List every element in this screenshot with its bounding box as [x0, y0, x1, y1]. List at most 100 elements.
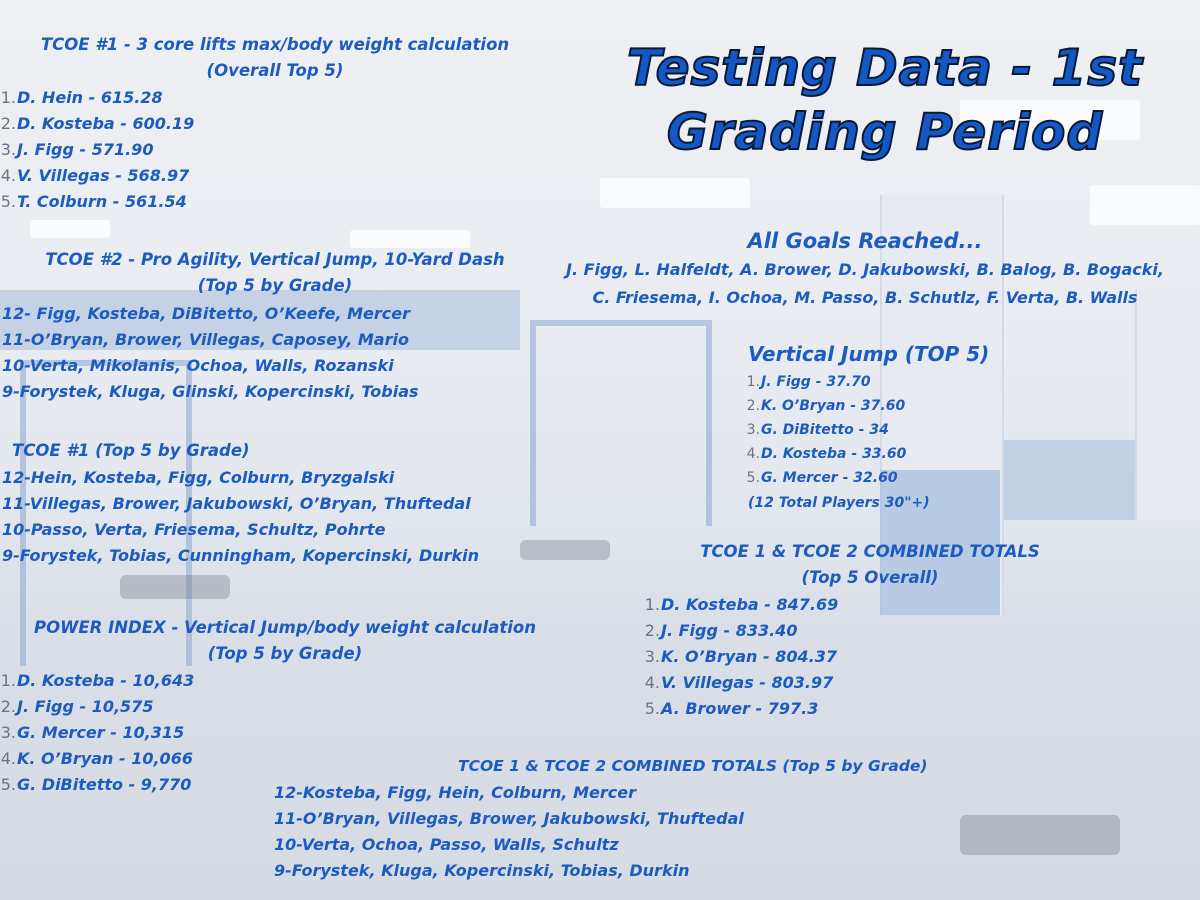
grade-row: 12-Kosteba, Figg, Hein, Colburn, Mercer [274, 783, 636, 802]
list-item: 2.J. Figg - 10,575 [0, 694, 194, 720]
list-item: 3.K. O’Bryan - 804.37 [630, 644, 838, 670]
vertical-jump-list: 1.J. Figg - 37.70 2.K. O’Bryan - 37.60 3… [744, 370, 907, 490]
rank-number: 2. [0, 697, 16, 716]
pillar-base [880, 470, 1000, 615]
section-heading: Vertical Jump (TOP 5) [748, 342, 990, 366]
rank-number: 3. [644, 647, 660, 666]
ceiling-light [1090, 185, 1200, 225]
power-index-heading: POWER INDEX - Vertical Jump/body weight … [0, 615, 570, 667]
bench [120, 575, 230, 599]
list-item-text: J. Figg - 37.70 [761, 374, 871, 390]
goals-line: J. Figg, L. Halfeldt, A. Brower, D. Jaku… [566, 260, 1164, 279]
grade-row: 11-Villegas, Brower, Jakubowski, O’Bryan… [2, 494, 471, 513]
section-heading: TCOE 1 & TCOE 2 COMBINED TOTALS (Top 5 b… [458, 757, 928, 775]
tcoe1-overall-list: 1.D. Hein - 615.28 2.D. Kosteba - 600.19… [0, 85, 195, 215]
vertical-jump-note: (12 Total Players 30"+) [748, 492, 930, 514]
rank-number: 3. [0, 140, 16, 159]
goals-section: All Goals Reached... J. Figg, L. Halfeld… [540, 226, 1190, 312]
section-heading: TCOE 1 & TCOE 2 COMBINED TOTALS [700, 542, 1040, 561]
list-item-text: J. Figg - 10,575 [17, 697, 154, 716]
rank-number: 4. [746, 446, 760, 462]
rank-number: 1. [746, 374, 760, 390]
list-item-text: V. Villegas - 803.97 [661, 673, 834, 692]
wall-stripe [0, 290, 520, 350]
rank-number: 2. [746, 398, 760, 414]
vertical-jump-heading: Vertical Jump (TOP 5) [748, 339, 989, 369]
grade-row: 9-Forystek, Kluga, Kopercinski, Tobias, … [274, 861, 690, 880]
ceiling-light [960, 100, 1140, 140]
list-item-text: V. Villegas - 568.97 [17, 166, 190, 185]
title-line-1: Testing Data - 1st [626, 38, 1144, 98]
weight-rack [20, 360, 192, 666]
list-item: 5.A. Brower - 797.3 [630, 696, 838, 722]
rank-number: 5. [644, 699, 660, 718]
list-item: 5.G. DiBitetto - 9,770 [0, 772, 194, 798]
rank-number: 4. [644, 673, 660, 692]
rank-number: 5. [746, 470, 760, 486]
section-subheading: (Top 5 by Grade) [207, 644, 363, 663]
combined-grade-heading: TCOE 1 & TCOE 2 COMBINED TOTALS (Top 5 b… [458, 753, 928, 779]
rank-number: 3. [0, 723, 16, 742]
rank-number: 2. [0, 114, 16, 133]
page-title: Testing Data - 1st Grading Period [590, 36, 1180, 164]
list-item: 1.D. Kosteba - 10,643 [0, 668, 195, 694]
bench [960, 815, 1120, 855]
rank-number: 1. [0, 88, 16, 107]
pillar [1135, 290, 1200, 520]
list-item: 3.G. Mercer - 10,315 [0, 720, 194, 746]
list-item-text: J. Figg - 571.90 [17, 140, 154, 159]
list-item: 1.J. Figg - 37.70 [744, 370, 906, 394]
rank-number: 2. [644, 621, 660, 640]
list-item-text: G. Mercer - 32.60 [761, 470, 898, 486]
ceiling-light [350, 230, 470, 248]
power-index-list: 1.D. Kosteba - 10,643 2.J. Figg - 10,575… [0, 668, 195, 798]
list-item: 2.J. Figg - 833.40 [630, 618, 838, 644]
grade-row: 9-Forystek, Kluga, Glinski, Kopercinski,… [2, 382, 419, 401]
list-item: 4.D. Kosteba - 33.60 [744, 442, 907, 466]
weight-rack [530, 320, 712, 526]
list-item-text: G. Mercer - 10,315 [17, 723, 185, 742]
title-line-2: Grading Period [666, 102, 1104, 162]
list-item-text: K. O’Bryan - 37.60 [761, 398, 906, 414]
rank-number: 3. [746, 422, 760, 438]
rank-number: 5. [0, 775, 16, 794]
section-subheading: (Overall Top 5) [206, 61, 344, 80]
bench [520, 540, 610, 560]
grade-row: 10-Passo, Verta, Friesema, Schultz, Pohr… [2, 520, 386, 539]
grade-row: 11-O’Bryan, Brower, Villegas, Caposey, M… [2, 330, 409, 349]
tcoe1-grade-heading: TCOE #1 (Top 5 by Grade) [12, 438, 250, 464]
list-item-text: D. Kosteba - 600.19 [17, 114, 195, 133]
list-item: 2.D. Kosteba - 600.19 [0, 111, 195, 137]
rank-number: 5. [0, 192, 16, 211]
combined-grade-list: 12-Kosteba, Figg, Hein, Colburn, Mercer … [274, 780, 744, 884]
list-item-text: K. O’Bryan - 804.37 [661, 647, 837, 666]
rank-number: 1. [0, 671, 16, 690]
rank-number: 4. [0, 166, 16, 185]
rank-number: 4. [0, 749, 16, 768]
note-text: (12 Total Players 30"+) [748, 495, 930, 511]
list-item: 5.G. Mercer - 32.60 [744, 466, 906, 490]
tcoe1-overall-heading: TCOE #1 - 3 core lifts max/body weight c… [0, 32, 550, 84]
list-item-text: D. Kosteba - 33.60 [761, 446, 907, 462]
list-item: 4.K. O’Bryan - 10,066 [0, 746, 194, 772]
tcoe2-grade-heading: TCOE #2 - Pro Agility, Vertical Jump, 10… [0, 247, 550, 299]
section-heading: TCOE #1 - 3 core lifts max/body weight c… [40, 35, 510, 54]
grade-row: 10-Verta, Mikolanis, Ochoa, Walls, Rozan… [2, 356, 394, 375]
list-item-text: G. DiBitetto - 9,770 [17, 775, 192, 794]
list-item: 3.J. Figg - 571.90 [0, 137, 194, 163]
grade-row: 12-Hein, Kosteba, Figg, Colburn, Bryzgal… [2, 468, 395, 487]
combined-overall-heading: TCOE 1 & TCOE 2 COMBINED TOTALS (Top 5 O… [660, 539, 1080, 591]
list-item-text: A. Brower - 797.3 [661, 699, 819, 718]
list-item: 4.V. Villegas - 568.97 [0, 163, 194, 189]
section-heading: TCOE #1 (Top 5 by Grade) [12, 441, 250, 460]
section-heading: All Goals Reached... [747, 229, 983, 253]
ceiling-light [600, 178, 750, 208]
list-item: 1.D. Kosteba - 847.69 [630, 592, 839, 618]
ceiling-light [30, 220, 110, 238]
list-item: 5.T. Colburn - 561.54 [0, 189, 194, 215]
list-item: 3.G. DiBitetto - 34 [744, 418, 906, 442]
grade-row: 11-O’Bryan, Villegas, Brower, Jakubowski… [274, 809, 744, 828]
list-item: 1.D. Hein - 615.28 [0, 85, 194, 111]
grade-row: 10-Verta, Ochoa, Passo, Walls, Schultz [274, 835, 619, 854]
section-heading: POWER INDEX - Vertical Jump/body weight … [34, 618, 536, 637]
